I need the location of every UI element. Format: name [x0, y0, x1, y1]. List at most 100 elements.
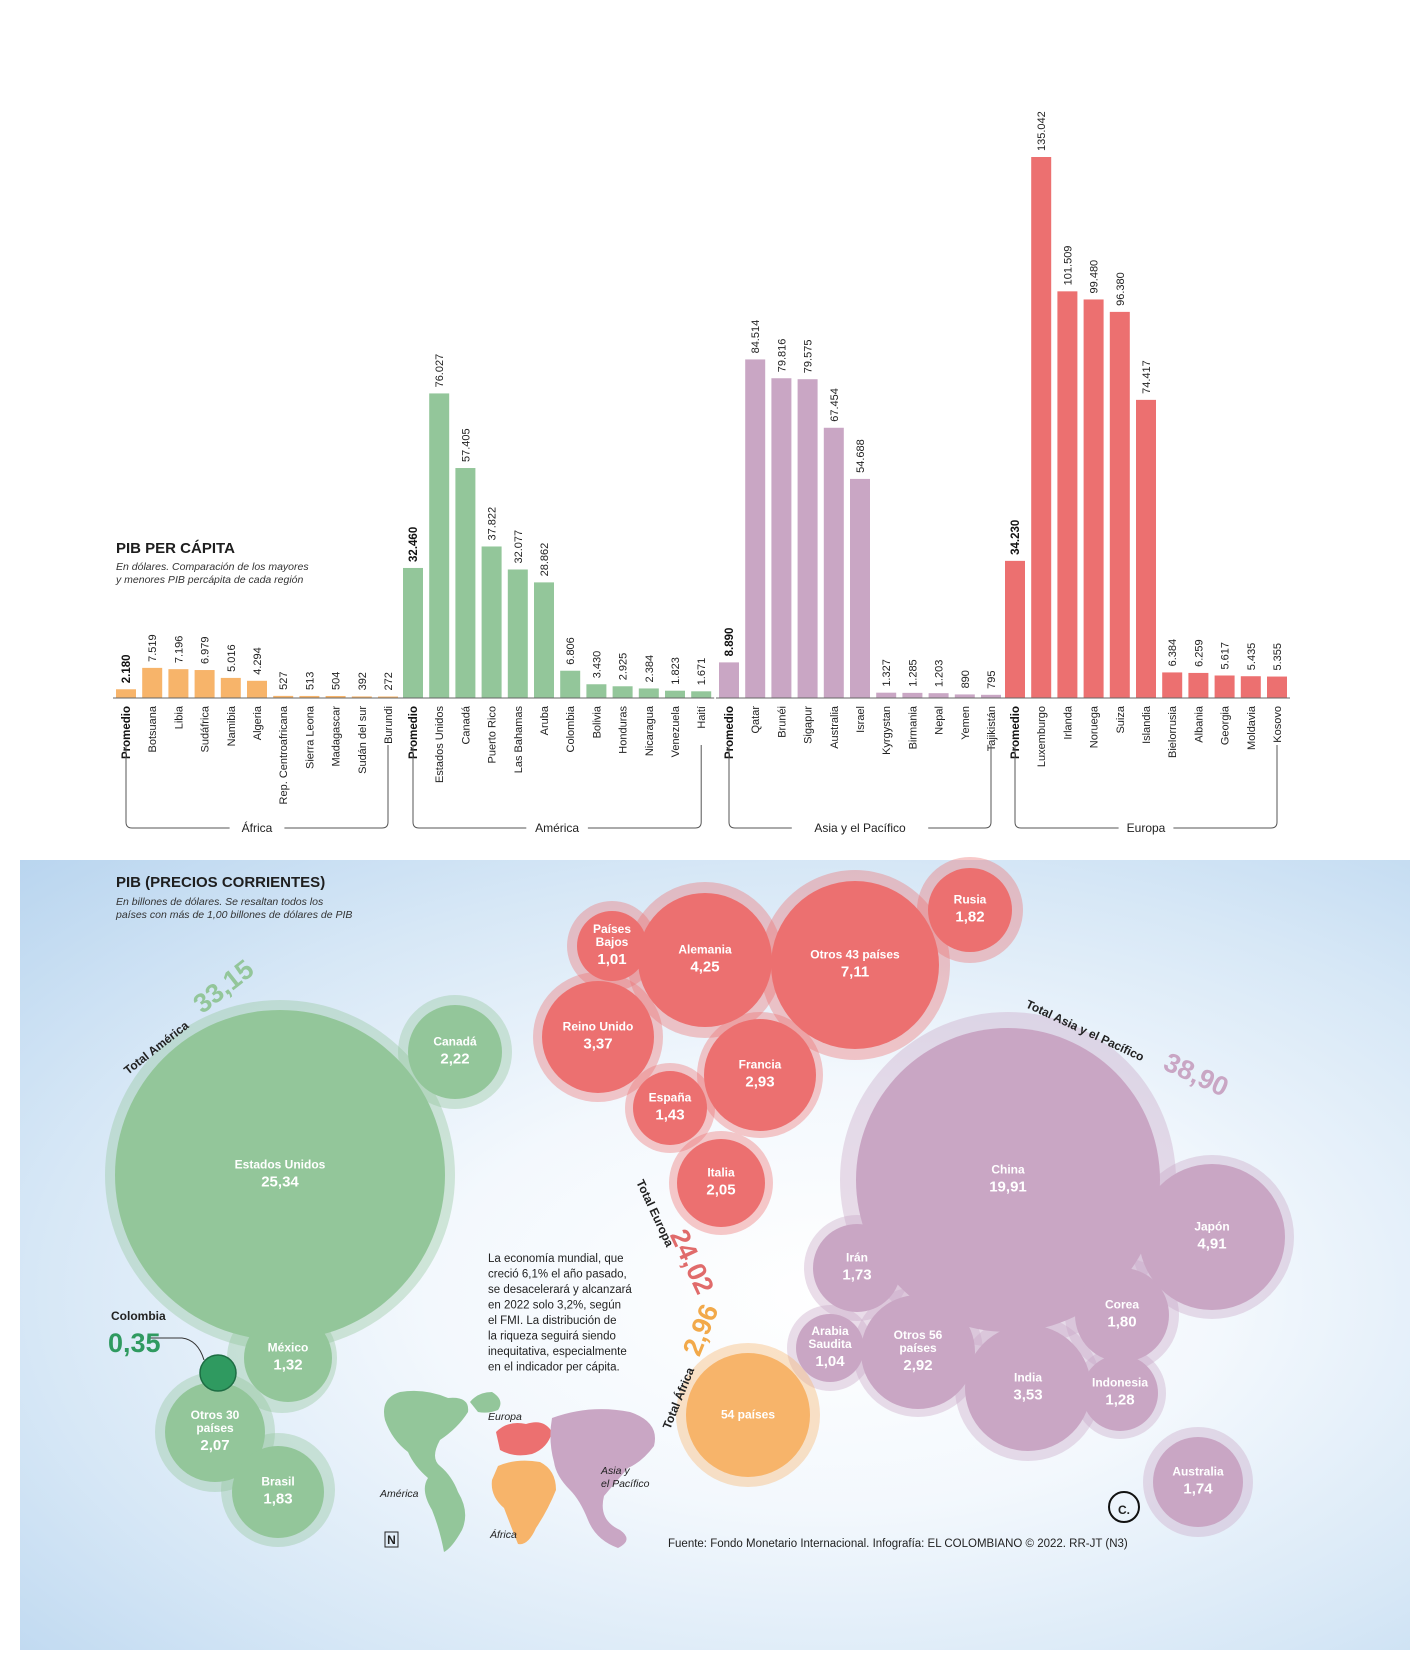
- bubble-value: 1,83: [263, 1491, 292, 1508]
- bar-europa-luxemburgo: [1031, 157, 1052, 698]
- bar-category-label: Israel: [855, 706, 867, 733]
- bar-category-label: Georgia: [1220, 705, 1232, 745]
- bar-america-puerto-rico: [481, 546, 502, 698]
- bar-category-label: Nicaragua: [644, 705, 656, 756]
- bubble-value: 1,74: [1183, 1481, 1213, 1498]
- bubble-group-total-asia-y-el-pacifico: China 19,91 Japón 4,91 Irán 1,73 Corea 1,80 Arab…: [787, 1012, 1294, 1537]
- bar-america-colombia: [560, 670, 581, 698]
- bar-africa-promedio: [116, 689, 136, 698]
- map-label-asia-line1: Asia y: [600, 1465, 630, 1477]
- bar-value-label: 2.925: [618, 653, 630, 681]
- bar-asia-y-el-pacifico-kyrgystan: [876, 692, 897, 698]
- bar-value-label: 101.509: [1062, 246, 1074, 286]
- bubble-label: Brasil: [261, 1475, 294, 1489]
- bubble-label: Japón: [1194, 1220, 1229, 1234]
- logo-icon: [1108, 1491, 1140, 1523]
- bar-asia-y-el-pacifico-sigapur: [797, 379, 818, 698]
- bubble-label: Países: [593, 922, 631, 936]
- bar-category-label: Promedio: [121, 706, 133, 759]
- bubble-label: Australia: [1172, 1465, 1224, 1479]
- bubble-value: 2,93: [745, 1074, 774, 1091]
- bar-value-label: 2.384: [644, 655, 656, 683]
- bar-value-label: 57.405: [460, 428, 472, 462]
- bar-value-label: 32.460: [408, 527, 420, 562]
- bar-category-label: Algeria: [252, 705, 264, 740]
- bubble-54-paises: [686, 1353, 810, 1477]
- bubble-label: Saudita: [808, 1337, 852, 1351]
- map-africa: [491, 1460, 556, 1545]
- bar-value-label: 79.816: [776, 339, 788, 373]
- bubble-label: Rusia: [954, 893, 987, 907]
- bubble-label: México: [268, 1341, 309, 1355]
- bar-category-label: Puerto Rico: [487, 706, 499, 763]
- bar-value-label: 6.806: [565, 637, 577, 665]
- bar-value-label: 34.230: [1010, 520, 1022, 555]
- bar-value-label: 67.454: [829, 388, 841, 422]
- bar-value-label: 1.671: [696, 658, 708, 686]
- bar-america-las-bahamas: [507, 569, 528, 698]
- note-line: en el indicador per cápita.: [488, 1362, 620, 1374]
- bar-africa-libia: [168, 669, 189, 698]
- colombia-callout-line: [148, 1337, 205, 1361]
- bar-category-label: Suiza: [1115, 705, 1127, 733]
- bar-category-label: Moldavia: [1246, 705, 1258, 750]
- bar-value-label: 890: [960, 670, 972, 688]
- bar-africa-madagascar: [325, 695, 346, 698]
- bar-asia-y-el-pacifico-promedio: [719, 662, 739, 698]
- bar-africa-burundi: [378, 696, 398, 698]
- bar-asia-y-el-pacifico-birmania: [902, 692, 923, 698]
- bar-europa-irlanda: [1057, 291, 1078, 698]
- bubble-label: Arabia: [811, 1324, 849, 1338]
- bar-value-label: 74.417: [1141, 360, 1153, 394]
- bar-category-label: Estados Unidos: [434, 706, 446, 784]
- bar-category-label: Promedio: [408, 706, 420, 759]
- bubble-label: Otros 43 países: [810, 948, 900, 962]
- bar-value-label: 28.862: [539, 543, 551, 577]
- bar-category-label: Kosovo: [1272, 706, 1284, 743]
- bubble-value: 3,37: [583, 1036, 612, 1053]
- bar-value-label: 32.077: [513, 530, 525, 564]
- bubble-italia: [677, 1139, 765, 1227]
- bar-value-label: 54.688: [855, 439, 867, 473]
- bar-america-aruba: [534, 582, 554, 698]
- bar-category-label: Australia: [829, 705, 841, 749]
- source-credit: Fuente: Fondo Monetario Internacional. I…: [668, 1538, 1128, 1550]
- bar-value-label: 6.384: [1167, 639, 1179, 667]
- region-label-africa: África: [242, 820, 273, 835]
- bar-america-promedio: [403, 567, 423, 698]
- colombia-value: 0,35: [108, 1328, 161, 1358]
- bar-category-label: Sierra Leona: [304, 705, 316, 769]
- bar-value-label: 76.027: [434, 354, 446, 388]
- bar-category-label: Botsuana: [147, 705, 159, 752]
- bar-america-estados-unidos: [429, 393, 450, 698]
- bar-value-label: 84.514: [750, 320, 762, 354]
- bubble-label: Canadá: [433, 1035, 477, 1049]
- bar-value-label: 8.890: [724, 628, 736, 657]
- bar-value-label: 272: [383, 672, 395, 690]
- bar-group-america: 32.460 Promedio 76.027 Estados Unidos 57.405…: [400, 354, 715, 835]
- bar-value-label: 2.180: [121, 654, 133, 683]
- bubble-group-total-africa: 54 países: [676, 1343, 820, 1487]
- bar-value-label: 5.617: [1220, 642, 1232, 670]
- bubble-label: Italia: [707, 1166, 735, 1180]
- bar-africa-sudan-del-sur: [351, 696, 372, 698]
- bar-chart-subtitle-line1: En dólares. Comparación de los mayores: [116, 561, 309, 573]
- bar-value-label: 7.519: [147, 634, 159, 662]
- bar-value-label: 7.196: [173, 636, 185, 664]
- bar-category-label: Sudán del sur: [357, 706, 369, 774]
- bubble-francia: [704, 1019, 816, 1131]
- bar-chart-title: PIB PER CÁPITA: [116, 540, 235, 557]
- bar-europa-noruega: [1083, 299, 1104, 698]
- bar-value-label: 37.822: [487, 507, 499, 541]
- bubble-label: países: [196, 1421, 234, 1435]
- bubble-label: Irán: [846, 1251, 868, 1265]
- bar-america-venezuela: [665, 690, 685, 698]
- bubble-china: [856, 1028, 1160, 1332]
- bar-category-label: Honduras: [618, 706, 630, 754]
- logo-text: C.: [1118, 1503, 1130, 1517]
- bar-category-label: Sigapur: [803, 706, 815, 744]
- bubble-value: 3,53: [1013, 1387, 1042, 1404]
- bubble-australia: [1153, 1437, 1243, 1527]
